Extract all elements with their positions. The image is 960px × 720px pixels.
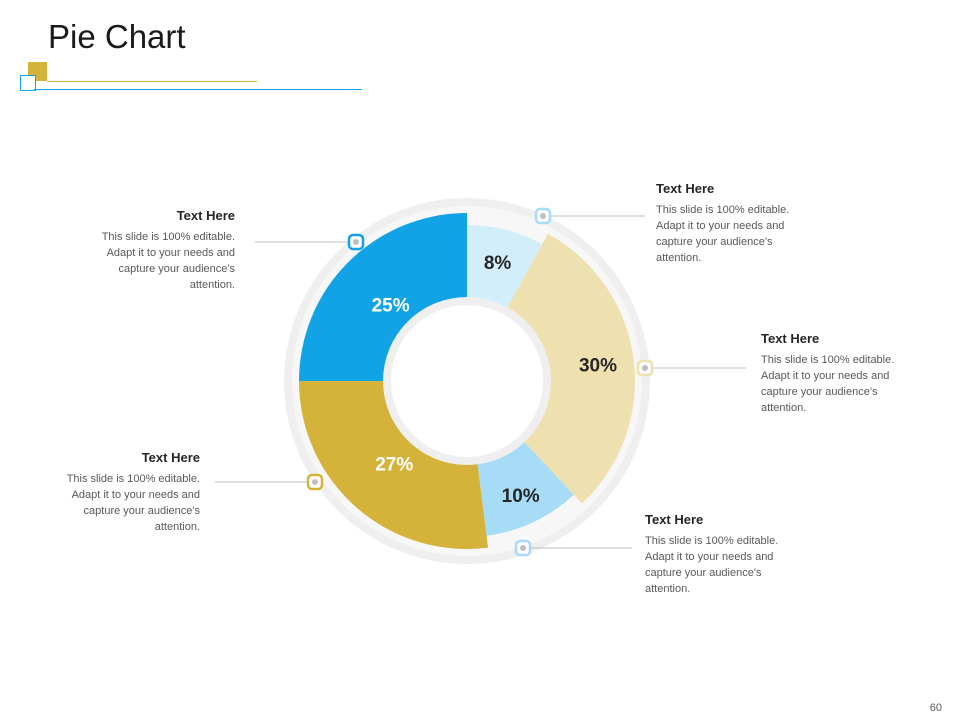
callout-body: This slide is 100% editable. Adapt it to… [761,354,895,414]
callout-body: This slide is 100% editable. Adapt it to… [656,204,790,264]
title-accent-blue-square [20,75,36,91]
callout-bottom-right: Text Here This slide is 100% editable. A… [645,512,795,597]
donut-slice-10 [477,439,574,536]
callout-middle-right: Text Here This slide is 100% editable. A… [761,331,911,416]
callout-heading: Text Here [656,181,715,196]
page-number: 60 [929,702,942,714]
slice-label-27: 27% [375,455,413,476]
slice-label-30: 30% [579,355,617,376]
donut-slice-27 [299,381,489,549]
callout-top-left: Text Here This slide is 100% editable. A… [87,208,235,293]
callout-heading: Text Here [761,331,820,346]
connector-middle-right-dot [642,365,648,371]
connector-bottom-left-dot [312,479,318,485]
callout-bottom-left: Text Here This slide is 100% editable. A… [52,450,200,535]
callout-heading: Text Here [141,450,200,465]
slide-title: Pie Chart [48,18,186,55]
donut-slice-30 [505,233,635,504]
donut-hole [391,305,543,457]
connector-top-left-dot [353,239,359,245]
callout-heading: Text Here [176,208,235,223]
callout-body: This slide is 100% editable. Adapt it to… [66,473,200,533]
connector-top-right-dot [540,213,546,219]
callout-top-right: Text Here This slide is 100% editable. A… [656,181,806,266]
slice-label-10: 10% [502,486,540,507]
donut-slice-8 [467,225,543,311]
connector-bottom-right-dot [520,545,526,551]
title-gold-underline [47,81,257,82]
callout-body: This slide is 100% editable. Adapt it to… [101,231,235,291]
slice-label-25: 25% [372,296,410,317]
slice-label-8: 8% [484,253,512,274]
title-blue-underline [34,89,362,90]
donut-slice-25 [299,213,467,381]
callout-heading: Text Here [645,512,704,527]
callout-body: This slide is 100% editable. Adapt it to… [645,535,779,595]
